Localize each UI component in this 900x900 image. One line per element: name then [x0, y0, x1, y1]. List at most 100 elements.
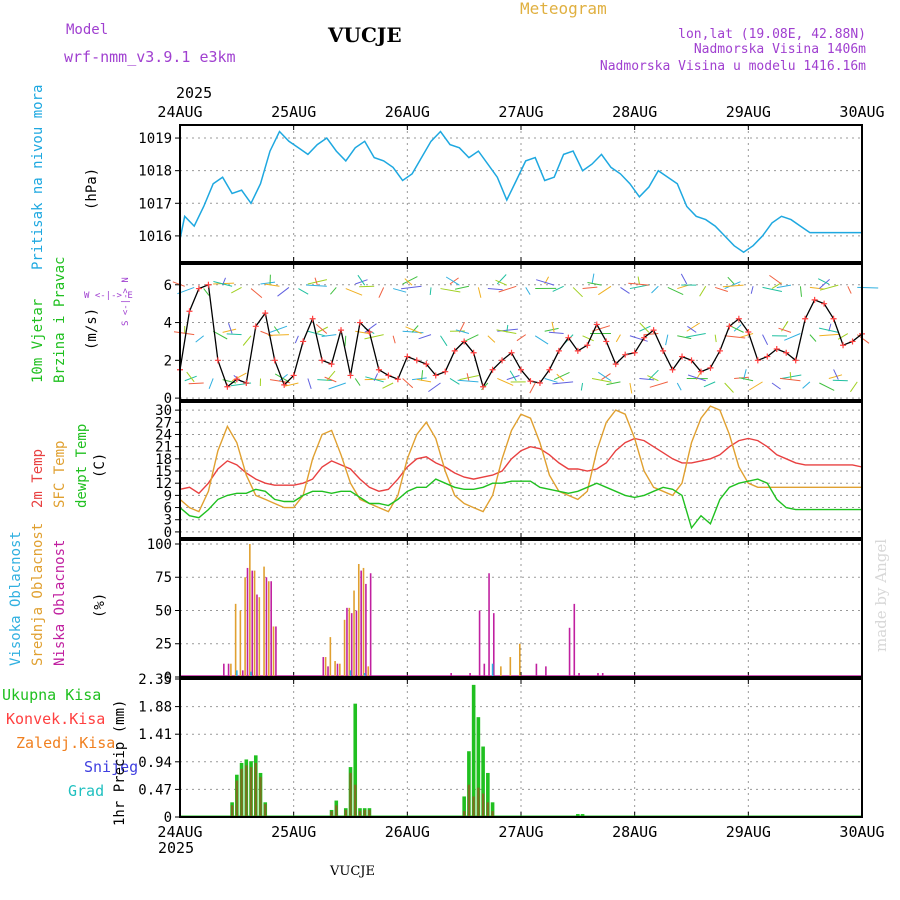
- wind-arrow: [572, 287, 583, 298]
- wind-arrow: [819, 284, 839, 291]
- wind-arrow: [686, 322, 700, 332]
- precip-conv-bar: [354, 784, 357, 817]
- wind-arrow: [802, 381, 811, 389]
- wind-arrow: [345, 288, 363, 296]
- wind-arrow: [778, 327, 792, 333]
- wind-speed-marker: [413, 357, 420, 364]
- precip-conv-bar: [240, 768, 243, 817]
- wind-speed-marker: [527, 378, 534, 385]
- wind-arrow: [326, 370, 336, 382]
- wind-arrow: [699, 286, 707, 297]
- precip-ytick-label: 0.47: [138, 782, 172, 798]
- wind-speed-marker: [802, 315, 809, 322]
- wind-speed-marker: [347, 372, 354, 379]
- wind-frame: [179, 263, 863, 401]
- wind-arrow: [328, 382, 346, 390]
- precip-conv-bar: [472, 796, 475, 817]
- wind-speed-marker: [385, 372, 392, 379]
- wind-direction-sn: S <-|-> N: [121, 277, 131, 326]
- wind-arrow: [509, 370, 517, 381]
- pressure-ytick-label: 1019: [138, 131, 172, 147]
- temperature-ytick-label: 15: [155, 464, 172, 480]
- wind-speed-marker: [442, 368, 449, 375]
- precip-bar: [486, 772, 490, 817]
- wind-speed-marker: [593, 321, 600, 328]
- wind-arrow: [714, 334, 717, 343]
- wind-arrow: [378, 287, 385, 298]
- wind-ytick-label: 0: [164, 391, 172, 407]
- wind-ytick-label: 4: [164, 316, 172, 332]
- temp-unit: (C): [92, 453, 108, 478]
- wind-arrow: [449, 378, 460, 385]
- wind-arrow: [457, 379, 479, 383]
- clouds-ytick-label: 25: [155, 637, 172, 653]
- wind-arrow: [401, 285, 422, 290]
- bottom-day-label: 27AUG: [498, 823, 543, 841]
- wind-arrow: [344, 335, 347, 347]
- wind-arrow: [819, 382, 835, 391]
- precip-ytick-label: 1.41: [138, 727, 172, 743]
- mid-cloud-title: Srednja Oblacnost: [30, 523, 46, 666]
- wind-arrow: [231, 286, 242, 294]
- wind-arrow: [498, 285, 517, 293]
- wind-speed-marker: [603, 338, 610, 345]
- wind-arrow: [556, 373, 564, 382]
- wind-arrow: [186, 371, 195, 383]
- wind-arrow: [208, 378, 214, 389]
- wind-arrow: [265, 283, 280, 287]
- wind-speed-marker: [281, 381, 288, 388]
- wind-speed-marker: [394, 376, 401, 383]
- wind-arrow: [364, 334, 384, 340]
- wind-arrow: [771, 282, 782, 289]
- wind-arrow: [416, 378, 432, 383]
- station-title: VUCJE: [327, 23, 402, 47]
- top-day-label: 30AUG: [839, 103, 884, 121]
- precip-conv-bar: [330, 811, 333, 817]
- wind-arrow: [402, 378, 414, 389]
- wind-arrow: [440, 335, 448, 347]
- wind-speed-marker: [650, 327, 657, 334]
- wind-ytick-label: 6: [164, 278, 172, 294]
- wind-arrow: [260, 281, 276, 285]
- wind-speed-marker: [309, 315, 316, 322]
- precip-conv-bar: [230, 805, 234, 817]
- wind-arrow: [724, 382, 734, 393]
- sfc-title: SFC Temp: [52, 441, 68, 508]
- top-day-label: 25AUG: [271, 103, 316, 121]
- pressure-line: [179, 130, 862, 254]
- wind-arrow: [784, 333, 801, 341]
- wind-arrow: [620, 287, 630, 294]
- precip-legend: Ukupna Kisa Konvek.Kisa Zaledj.Kisa Snijeg G…: [2, 686, 138, 800]
- wind-arrow: [724, 281, 741, 290]
- wind-arrow: [817, 278, 830, 285]
- wind-arrow: [552, 381, 574, 385]
- pressure-ytick-label: 1016: [138, 229, 172, 245]
- wind-arrow: [749, 381, 763, 391]
- precip-conv-bar: [358, 811, 362, 817]
- precip-conv-bar: [245, 765, 248, 817]
- wind-speed-marker: [186, 308, 193, 315]
- wind-arrow: [525, 287, 531, 295]
- wind-speed-marker: [792, 357, 799, 364]
- wind-arrow: [506, 324, 509, 333]
- precip-conv-bar: [491, 811, 494, 817]
- wind-arrow: [548, 331, 564, 335]
- wind-speed-marker: [679, 353, 686, 360]
- wind-arrow: [809, 286, 825, 290]
- wind-speed-marker: [697, 368, 704, 375]
- top-day-label: 28AUG: [612, 103, 657, 121]
- wind-panel: 0 2 4 6: [164, 264, 879, 407]
- clouds-frame: [179, 539, 863, 678]
- wind-arrow: [833, 369, 839, 380]
- wind-arrow: [582, 286, 598, 290]
- wind-arrow: [496, 329, 517, 335]
- precip-conv-bar: [235, 780, 239, 817]
- wind-speed-marker: [546, 366, 553, 373]
- bottom-day-label: 30AUG: [839, 823, 884, 841]
- cloud-unit: (%): [92, 593, 108, 618]
- precip-frame: [179, 678, 863, 818]
- temperature-ytick-label: 21: [155, 440, 172, 456]
- wind-arrow: [279, 374, 288, 382]
- wind-ytick-label: 2: [164, 353, 172, 369]
- wind-arrow: [809, 334, 817, 342]
